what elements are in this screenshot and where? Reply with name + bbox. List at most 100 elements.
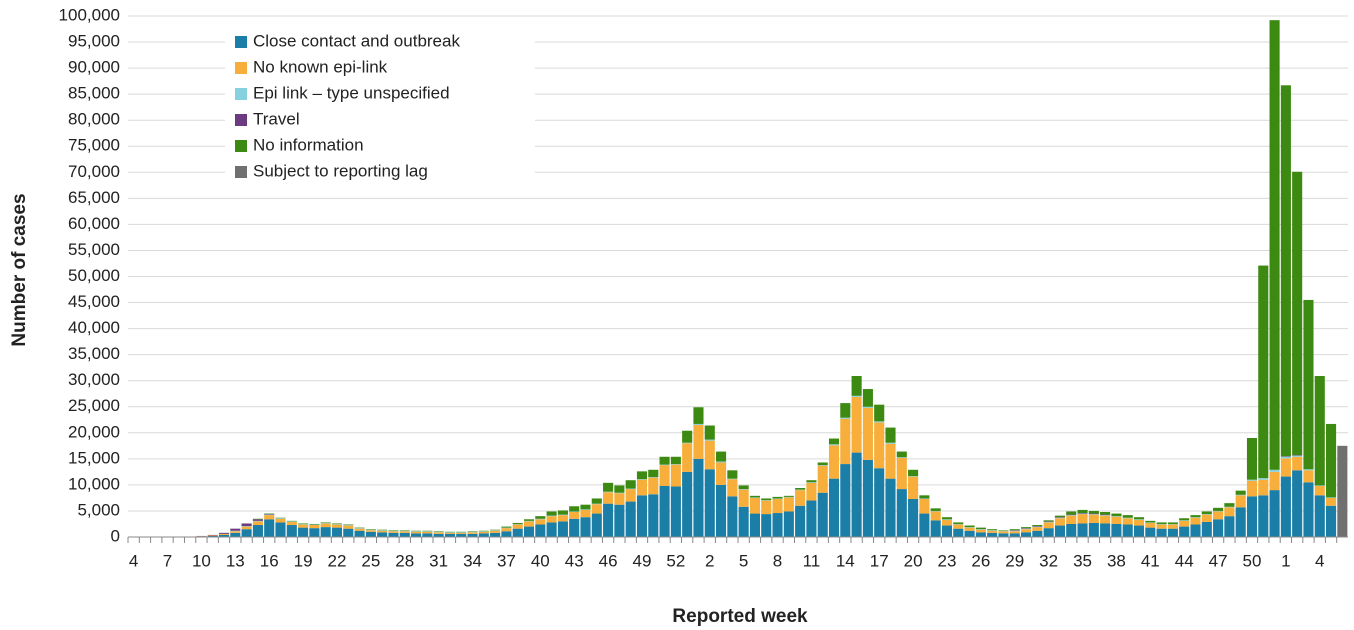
bar-segment: [286, 521, 297, 526]
bar-segment: [648, 477, 659, 478]
bar-segment: [230, 531, 241, 533]
bar-segment: [275, 522, 286, 537]
bar-segment: [1201, 521, 1212, 537]
bar-segment: [1122, 515, 1133, 518]
bar-segment: [704, 469, 715, 537]
bar-segment: [727, 496, 738, 537]
bar-segment: [636, 471, 648, 480]
x-tick-label: 17: [870, 551, 889, 570]
bar-segment: [411, 531, 422, 534]
bar-segment: [388, 530, 399, 531]
bar-segment: [1156, 528, 1167, 537]
bar-segment: [331, 523, 343, 524]
bar-segment: [580, 517, 591, 537]
bar-segment: [377, 529, 388, 531]
x-tick-label: 16: [260, 551, 279, 570]
bar-segment: [241, 526, 252, 527]
bar-segment: [433, 531, 444, 533]
bar-segment: [1066, 515, 1077, 524]
legend-swatch: [235, 62, 247, 74]
x-tick-label: 35: [1073, 551, 1092, 570]
bar-segment: [1032, 526, 1043, 528]
bar-segment: [1088, 514, 1099, 515]
bar-segment: [851, 452, 862, 537]
bar-segment: [772, 498, 783, 514]
bar-segment: [1088, 510, 1099, 514]
bar-segment: [275, 517, 286, 519]
bar-segment: [523, 519, 535, 521]
bar-segment: [1303, 470, 1314, 483]
bar-segment: [908, 476, 919, 477]
bar-segment: [388, 532, 399, 537]
x-tick-label: 38: [1107, 551, 1126, 570]
bar-segment: [1054, 517, 1065, 518]
bar-segment: [1122, 524, 1133, 537]
bar-segment: [1100, 515, 1111, 516]
bar-segment: [636, 495, 648, 537]
bar-segment: [761, 498, 772, 501]
bar-segment: [218, 533, 230, 535]
bar-segment: [501, 526, 512, 528]
bar-segment: [648, 469, 659, 478]
bar-segment: [591, 513, 602, 537]
y-tick-label: 60,000: [68, 214, 120, 233]
bar-segment: [365, 529, 376, 531]
bar-segment: [1303, 299, 1314, 470]
x-tick-label: 46: [599, 551, 618, 570]
y-tick-label: 35,000: [68, 344, 120, 363]
bar-segment: [975, 529, 986, 533]
bar-segment: [749, 513, 760, 537]
bar-segment: [1280, 458, 1291, 477]
bar-segment: [1314, 495, 1325, 537]
x-tick-label: 4: [129, 551, 138, 570]
bar-segment: [399, 531, 410, 533]
y-tick-label: 100,000: [59, 5, 120, 24]
bar-segment: [365, 531, 376, 537]
bar-segment: [1314, 485, 1325, 496]
x-tick-label: 29: [1005, 551, 1024, 570]
bar-segment: [456, 531, 467, 533]
bar-segment: [1009, 531, 1020, 534]
bar-segment: [241, 523, 252, 527]
bar-segment: [1043, 520, 1054, 522]
bar-segment: [591, 498, 602, 504]
bar-segment: [1326, 497, 1337, 498]
bar-segment: [998, 531, 1009, 534]
bar-segment: [1201, 511, 1212, 515]
bar-segment: [1054, 525, 1065, 537]
bar-segment: [670, 464, 681, 487]
y-tick-label: 80,000: [68, 110, 120, 129]
bar-segment: [682, 443, 693, 472]
bar-segment: [1167, 528, 1178, 537]
bar-segment: [309, 525, 320, 529]
bar-segment: [456, 533, 467, 537]
bar-segment: [207, 534, 218, 536]
bar-segment: [749, 495, 760, 498]
y-tick-label: 0: [111, 526, 120, 545]
bar-segment: [286, 525, 297, 537]
bar-segment: [388, 531, 399, 533]
bar-segment: [964, 527, 975, 531]
bar-segment: [738, 506, 749, 537]
bar-segment: [1043, 521, 1054, 523]
bar-segment: [1258, 495, 1269, 537]
bar-segment: [998, 533, 1009, 537]
bar-segment: [207, 535, 218, 537]
bar-segment: [828, 478, 840, 537]
bar-segment: [659, 465, 670, 486]
bar-segment: [975, 527, 986, 530]
bar-segment: [1111, 516, 1122, 524]
bar-segment: [614, 492, 625, 494]
bar-segment: [749, 497, 760, 514]
bar-segment: [580, 504, 591, 510]
bar-segment: [1235, 507, 1246, 537]
bar-segment: [919, 513, 930, 537]
bar-segment: [727, 479, 738, 497]
bar-segment: [625, 489, 636, 502]
bar-segment: [1054, 515, 1065, 518]
bar-segment: [252, 521, 263, 526]
bar-segment: [704, 440, 715, 470]
x-tick-label: 49: [633, 551, 652, 570]
bar-segment: [975, 532, 986, 537]
bar-segment: [490, 530, 501, 531]
